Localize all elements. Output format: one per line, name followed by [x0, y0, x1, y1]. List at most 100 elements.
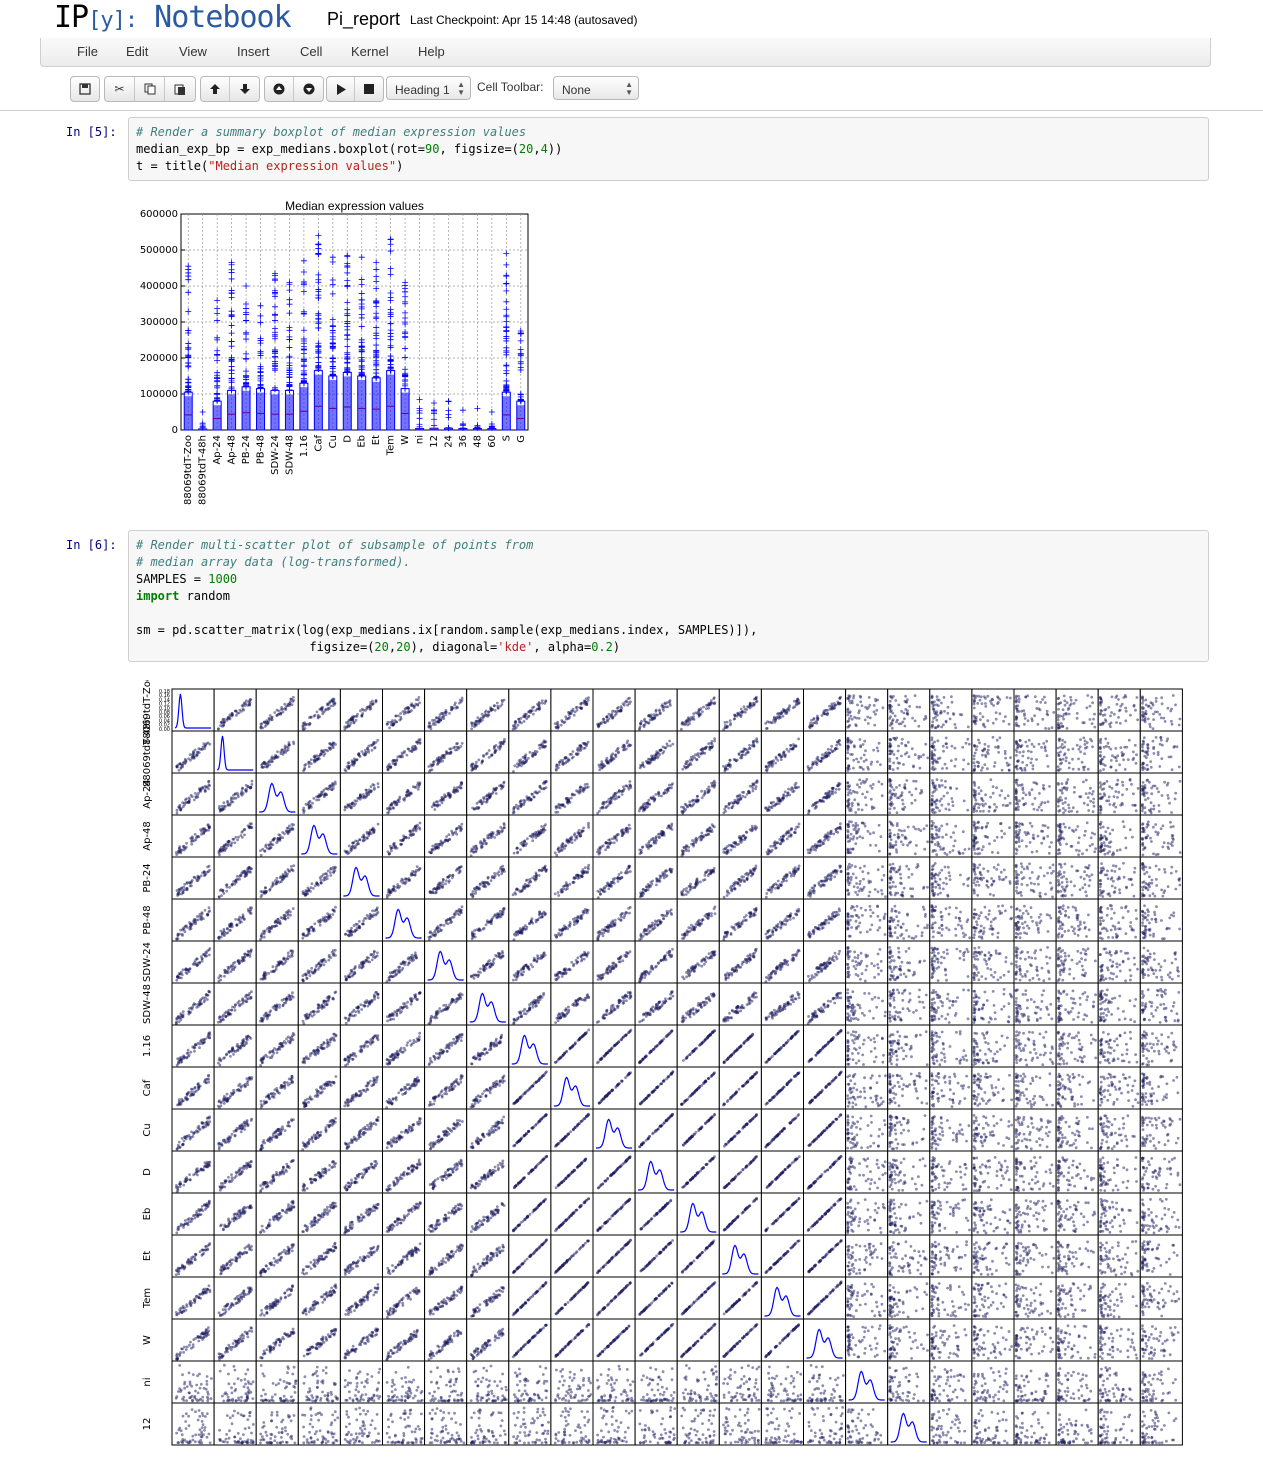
scatter-point	[835, 743, 838, 747]
outlier-marker	[271, 270, 278, 277]
scatter-point	[646, 805, 650, 809]
scatter-point	[776, 759, 780, 762]
scatter-point	[977, 694, 981, 698]
move-group	[200, 76, 260, 102]
scatter-point	[307, 765, 311, 768]
scatter-point	[345, 721, 348, 724]
paste-icon[interactable]	[165, 77, 195, 101]
menu-insert[interactable]: Insert	[237, 44, 270, 59]
scatter-point	[1021, 754, 1025, 758]
code-cell-input[interactable]: # Render multi-scatter plot of subsample…	[128, 530, 1209, 662]
scatter-point	[454, 706, 458, 710]
scatter-point	[901, 798, 904, 802]
copy-icon[interactable]	[135, 77, 165, 101]
scatter-point	[1099, 783, 1103, 787]
scatter-point	[304, 802, 308, 806]
row-label: Tem	[142, 1288, 153, 1309]
scatter-point	[207, 828, 210, 832]
scatter-point	[586, 698, 590, 702]
scatter-point	[196, 793, 199, 797]
scatter-point	[436, 800, 439, 804]
scatter-point	[900, 791, 904, 795]
outlier-marker	[185, 327, 192, 334]
outlier-marker	[329, 322, 336, 329]
scatter-point	[783, 790, 787, 794]
scatter-point	[812, 721, 815, 725]
outlier-group	[416, 396, 423, 430]
scatter-point	[1084, 746, 1087, 750]
scatter-point	[684, 762, 687, 765]
scatter-point	[1170, 722, 1174, 726]
x-tick-label: S	[501, 435, 512, 441]
scatter-point	[207, 780, 210, 784]
scatter-point	[221, 848, 225, 851]
scatter-point	[268, 714, 272, 717]
menu-cell[interactable]: Cell	[300, 44, 322, 59]
scatter-point	[184, 798, 187, 802]
ipython-logo[interactable]: IP[y]: Notebook	[54, 0, 292, 35]
scatter-point	[202, 742, 206, 746]
scatter-point	[1152, 804, 1156, 808]
scatter-point	[823, 754, 827, 758]
scatter-point	[544, 699, 548, 703]
outlier-marker	[503, 381, 510, 388]
stop-icon[interactable]	[355, 77, 383, 101]
cell-toolbar-select[interactable]: None ▲ ▼	[553, 76, 639, 100]
scatter-point	[385, 807, 389, 810]
scatter-point	[1154, 736, 1158, 739]
scatter-point	[362, 793, 365, 796]
scatter-point	[494, 792, 498, 795]
scatter-point	[394, 714, 398, 718]
scatter-point	[472, 767, 475, 771]
scatter-point	[848, 809, 851, 812]
insert-above-icon[interactable]	[265, 77, 294, 101]
scatter-point	[1007, 763, 1011, 767]
outlier-marker	[271, 360, 278, 367]
outlier-marker	[214, 375, 221, 382]
scatter-point	[578, 785, 582, 789]
insert-below-icon[interactable]	[294, 77, 323, 101]
scatter-point	[967, 762, 970, 766]
scatter-point	[248, 825, 252, 828]
save-icon[interactable]	[71, 77, 99, 101]
code-cell-input[interactable]: # Render a summary boxplot of median exp…	[128, 117, 1209, 181]
scatter-point	[266, 763, 270, 767]
scatter-point	[460, 742, 464, 745]
scatter-cell	[466, 730, 510, 774]
cell-type-select[interactable]: Heading 1 ▲ ▼	[386, 76, 471, 100]
menu-view[interactable]: View	[179, 44, 207, 59]
scatter-point	[1020, 783, 1024, 786]
outlier-group	[431, 400, 438, 429]
scatter-point	[1057, 723, 1061, 727]
scatter-point	[926, 756, 930, 760]
menu-edit[interactable]: Edit	[126, 44, 148, 59]
move-down-icon[interactable]	[230, 77, 259, 101]
scatter-point	[259, 853, 263, 857]
menu-file[interactable]: File	[77, 44, 98, 59]
scatter-point	[735, 795, 739, 798]
cut-icon[interactable]: ✂	[105, 77, 135, 101]
scatter-point	[240, 709, 243, 713]
scatter-point	[511, 727, 515, 731]
scatter-point	[891, 718, 895, 722]
notebook-name[interactable]: Pi_report	[327, 9, 400, 30]
scatter-point	[1056, 751, 1060, 755]
scatter-point	[888, 749, 892, 753]
run-icon[interactable]	[327, 77, 355, 101]
scatter-point	[543, 745, 547, 748]
move-up-icon[interactable]	[201, 77, 230, 101]
scatter-point	[537, 705, 541, 709]
scatter-point	[490, 753, 494, 757]
scatter-point	[270, 716, 273, 720]
scatter-cell	[760, 730, 805, 774]
menu-help[interactable]: Help	[418, 44, 445, 59]
scatter-point	[789, 744, 793, 747]
scatter-point	[846, 751, 850, 755]
scatter-point	[944, 742, 948, 746]
scatter-point	[694, 711, 698, 715]
scatter-point	[440, 801, 444, 805]
menu-kernel[interactable]: Kernel	[351, 44, 389, 59]
scatter-point	[317, 798, 321, 802]
scatter-point	[555, 763, 559, 767]
scatter-point	[888, 784, 892, 788]
